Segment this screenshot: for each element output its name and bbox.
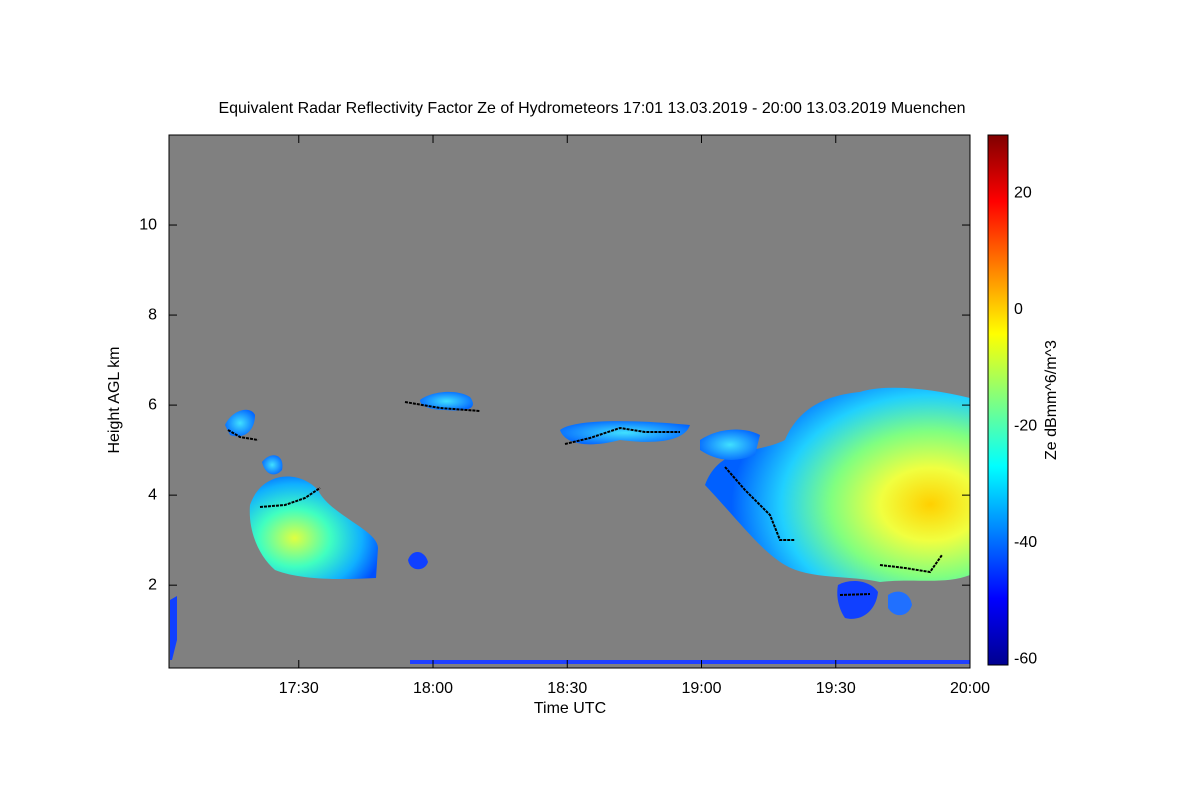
- y-tick-label: 4: [148, 486, 157, 503]
- y-tick-label: 10: [139, 216, 157, 233]
- x-tick-label: 18:30: [547, 680, 587, 697]
- y-axis-label: Height AGL km: [106, 346, 123, 453]
- colorbar-label: Ze dBmm^6/m^3: [1043, 340, 1060, 460]
- y-tick-label: 8: [148, 306, 157, 323]
- x-tick-label: 18:00: [413, 680, 453, 697]
- colorbar-tick-label: 0: [1014, 301, 1023, 318]
- colorbar-tick-label: -40: [1014, 534, 1037, 551]
- radar-echoes: [170, 387, 970, 664]
- x-tick-label: 20:00: [950, 680, 990, 697]
- colorbar-tick-label: 20: [1014, 184, 1032, 201]
- colorbar-tick-label: -20: [1014, 417, 1037, 434]
- colorbar: [987, 134, 1009, 666]
- x-tick-label: 17:30: [279, 680, 319, 697]
- x-tick-label: 19:00: [681, 680, 721, 697]
- y-tick-label: 2: [148, 576, 157, 593]
- chart-title: Equivalent Radar Reflectivity Factor Ze …: [218, 100, 965, 117]
- colorbar-tick-label: -60: [1014, 650, 1037, 667]
- y-tick-label: 6: [148, 396, 157, 413]
- x-axis-label: Time UTC: [534, 700, 606, 717]
- plot-frame: [168, 134, 971, 669]
- x-tick-label: 19:30: [816, 680, 856, 697]
